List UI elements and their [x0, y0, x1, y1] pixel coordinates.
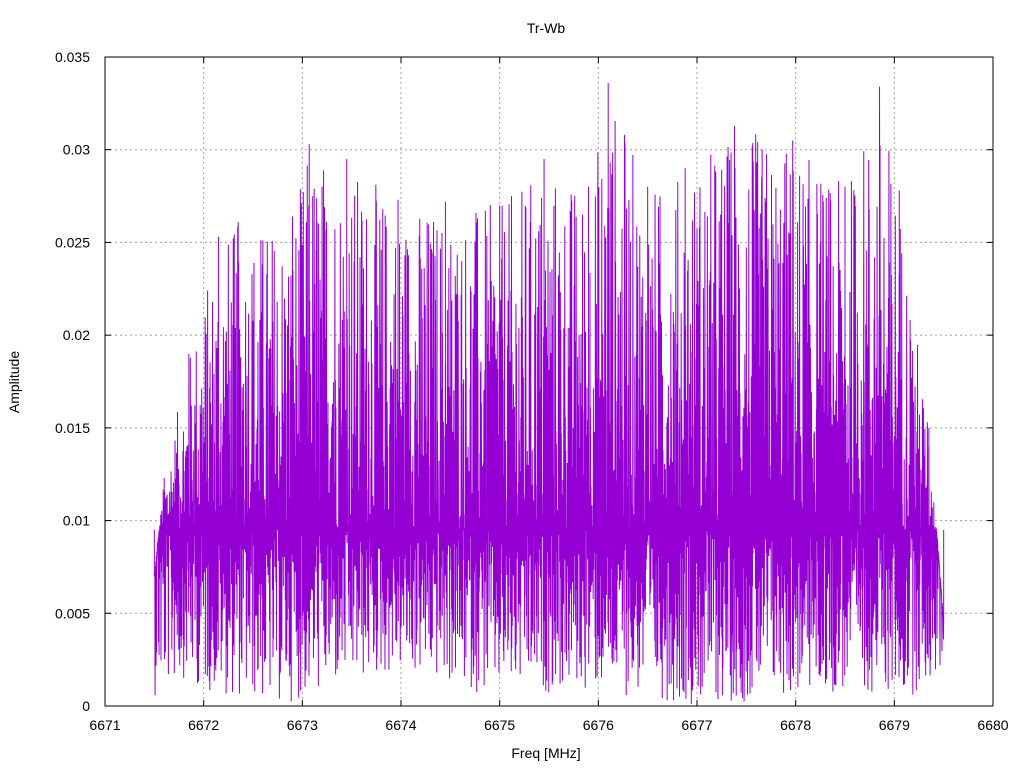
y-tick-label: 0.01: [63, 513, 90, 529]
y-tick-label: 0.035: [55, 49, 90, 65]
y-tick-label: 0.025: [55, 234, 90, 250]
y-axis-title: Amplitude: [6, 351, 22, 413]
y-tick-label: 0.005: [55, 605, 90, 621]
plot-frame: [104, 56, 994, 707]
x-tick-label: 6675: [484, 717, 515, 733]
x-tick-label: 6674: [385, 717, 416, 733]
x-tick-label: 6680: [977, 717, 1008, 733]
x-tick-label: 6672: [188, 717, 219, 733]
x-tick-label: 6671: [89, 717, 120, 733]
series-line: [153, 107, 945, 704]
data-series: [153, 82, 945, 704]
ticks: 6671 6672 6673 6674 6675 6676 6677 6678 6679 6680…: [55, 49, 1009, 733]
y-tick-label: 0.02: [63, 327, 90, 343]
x-tick-label: 6676: [583, 717, 614, 733]
x-tick-label: 6677: [681, 717, 712, 733]
x-axis-title: Freq [MHz]: [511, 745, 580, 761]
x-tick-label: 6673: [287, 717, 318, 733]
x-tick-label: 6678: [780, 717, 811, 733]
y-tick-label: 0.015: [55, 420, 90, 436]
chart-title: Tr-Wb: [527, 20, 566, 36]
y-tick-label: 0.03: [63, 142, 90, 158]
y-tick-label: 0: [82, 698, 90, 714]
x-tick-label: 6679: [879, 717, 910, 733]
